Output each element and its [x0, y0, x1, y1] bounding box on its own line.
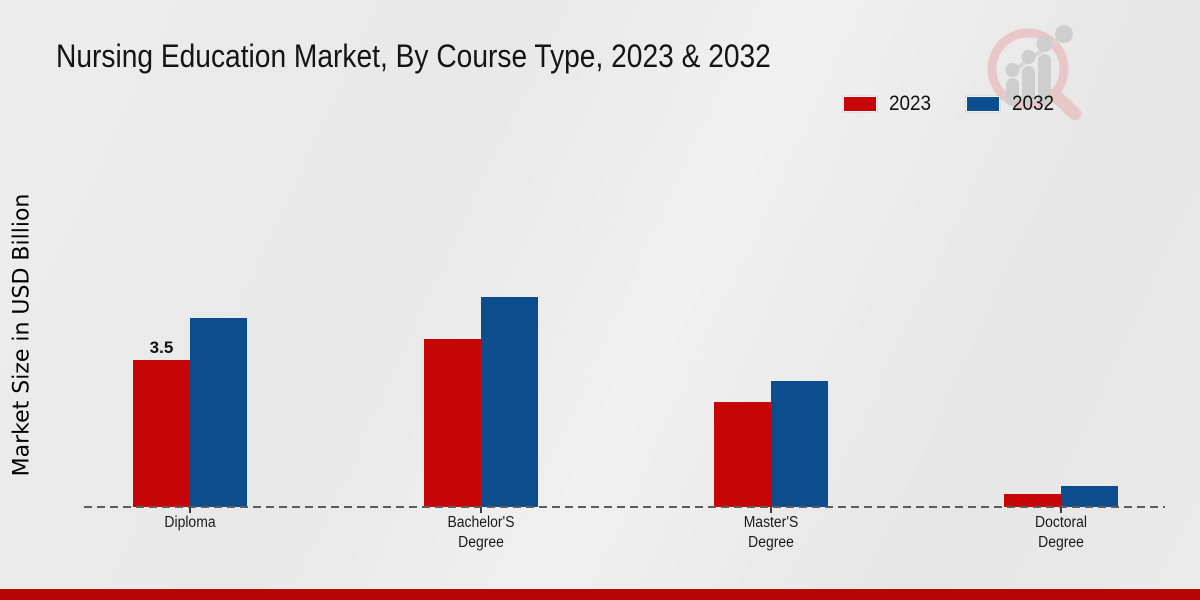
bar-2023-doctoral-degree [1004, 494, 1061, 507]
x-tick-diploma [189, 507, 191, 513]
legend-item-2032: 2032 [965, 92, 1059, 116]
bar-2032-diploma [190, 318, 247, 507]
bar-2023-bachelor-s-degree [424, 339, 481, 507]
chart-title-text: Nursing Education Market, By Course Type… [56, 38, 771, 74]
bar-value-label: 3.5 [149, 338, 174, 357]
chart-legend: 2023 2032 [843, 92, 1058, 116]
x-category-label-bachelor-s-degree: Bachelor'S Degree [447, 514, 515, 551]
bar-2023-master-s-degree [714, 402, 771, 507]
x-category-label-doctoral-degree: Doctoral Degree [1035, 514, 1087, 551]
legend-swatch-2032 [965, 96, 1000, 112]
x-category-label-master-s-degree: Master'S Degree [743, 514, 799, 551]
legend-item-2023: 2023 [843, 92, 936, 116]
legend-label-2023: 2023 [889, 92, 932, 115]
x-tick-bachelor-s-degree [480, 507, 482, 513]
x-tick-master-s-degree [770, 507, 772, 513]
x-tick-doctoral-degree [1060, 507, 1062, 513]
magnifier-bar-chart-logo-icon [987, 25, 1082, 120]
x-axis-baseline [84, 506, 1165, 508]
bar-2032-doctoral-degree [1061, 486, 1118, 507]
bar-2032-bachelor-s-degree [481, 297, 538, 507]
x-category-label-diploma: Diploma [164, 514, 216, 531]
bar-2023-diploma [133, 360, 190, 507]
chart-title: Nursing Education Market, By Course Type… [56, 38, 868, 75]
bottom-accent-bar [0, 589, 1200, 600]
legend-label-2032: 2032 [1011, 92, 1054, 115]
legend-swatch-2023 [843, 96, 877, 112]
bar-2032-master-s-degree [771, 381, 828, 507]
